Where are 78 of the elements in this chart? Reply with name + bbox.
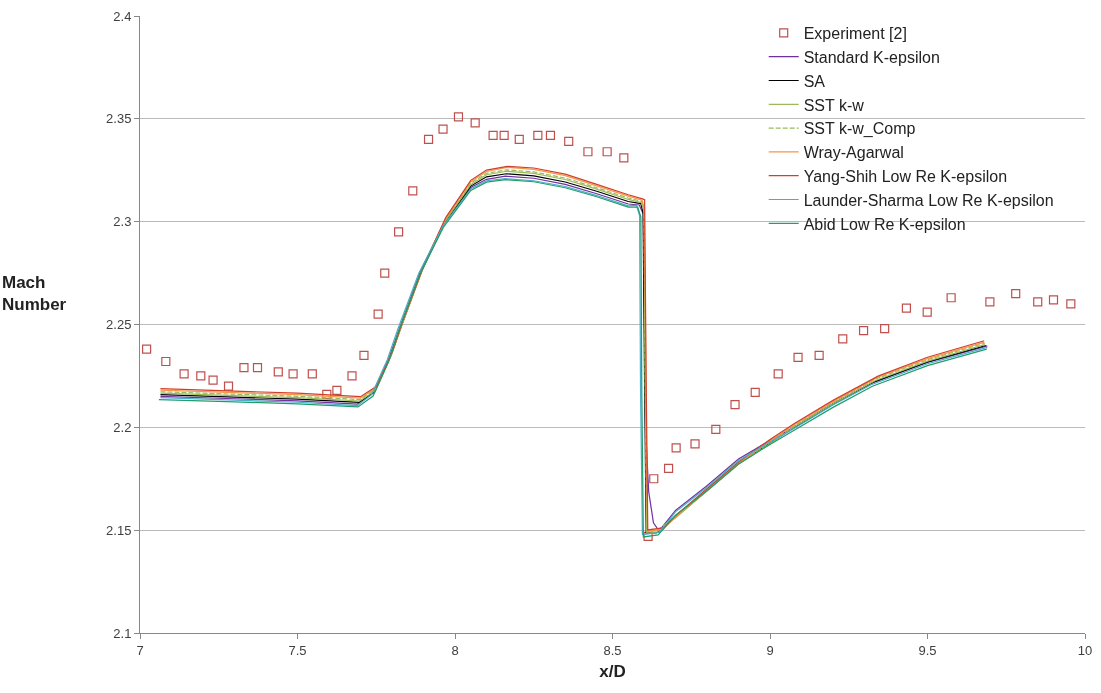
point xyxy=(1066,299,1076,309)
point xyxy=(564,136,574,147)
point xyxy=(239,363,249,373)
point xyxy=(750,387,760,397)
point xyxy=(142,344,152,354)
point xyxy=(838,334,848,344)
y-tick-label: 2.3 xyxy=(113,214,132,230)
point xyxy=(922,307,932,317)
point xyxy=(288,369,298,379)
point xyxy=(690,439,700,449)
x-tick-label: 7.5 xyxy=(288,642,307,658)
point xyxy=(223,381,234,391)
point xyxy=(499,130,509,140)
point xyxy=(252,363,263,373)
legend-label: SA xyxy=(803,72,826,90)
point xyxy=(545,130,556,140)
x-axis-title: x/D xyxy=(599,662,626,681)
point xyxy=(880,324,890,334)
legend-label: Wray-Agarwal xyxy=(803,144,904,162)
x-tick-label: 8.5 xyxy=(603,642,622,658)
point xyxy=(359,350,369,360)
y-tick-label: 2.15 xyxy=(106,522,132,538)
point xyxy=(533,130,543,140)
point xyxy=(1048,295,1059,305)
y-axis-title: Mach Number xyxy=(2,273,67,315)
legend-label: Launder-Sharma Low Re K-epsilon xyxy=(803,191,1054,209)
y-tick-label: 2.35 xyxy=(106,111,132,127)
point xyxy=(373,309,383,319)
y-tick-label: 2.1 xyxy=(113,625,132,641)
point xyxy=(583,147,593,157)
point xyxy=(514,134,524,144)
legend-label: Yang-Shih Low Re K-epsilon xyxy=(803,167,1008,185)
point xyxy=(470,118,480,128)
x-tick-label: 9 xyxy=(766,642,774,658)
point xyxy=(793,352,803,363)
point xyxy=(671,443,681,453)
point xyxy=(438,124,448,134)
point xyxy=(423,134,434,144)
point xyxy=(161,356,171,367)
point xyxy=(179,369,189,379)
point xyxy=(332,385,342,395)
point xyxy=(619,153,629,163)
x-tick-label: 10 xyxy=(1077,642,1093,658)
legend-label: Experiment [2] xyxy=(803,25,907,43)
point xyxy=(1033,297,1043,307)
legend-label: SST k-w_Comp xyxy=(803,120,916,139)
point xyxy=(711,424,721,434)
point xyxy=(946,293,956,303)
point xyxy=(901,303,911,313)
point xyxy=(1011,289,1021,299)
point xyxy=(394,227,404,237)
point xyxy=(773,369,783,379)
point xyxy=(488,130,498,140)
x-tick-label: 9.5 xyxy=(918,642,937,658)
point xyxy=(858,326,869,336)
point xyxy=(380,268,390,278)
point xyxy=(730,400,740,410)
point xyxy=(663,463,674,474)
point xyxy=(273,367,283,377)
y-tick-label: 2.25 xyxy=(106,317,132,333)
point xyxy=(307,369,317,379)
y-tick-label: 2.4 xyxy=(113,8,132,24)
point xyxy=(208,375,218,385)
point xyxy=(453,112,464,122)
point xyxy=(649,474,659,484)
point xyxy=(602,147,612,157)
point xyxy=(814,350,824,360)
x-tick-label: 7 xyxy=(136,642,144,658)
point xyxy=(643,531,653,541)
point xyxy=(408,186,418,196)
y-tick-label: 2.2 xyxy=(113,419,132,435)
x-tick-label: 8 xyxy=(451,642,459,658)
point xyxy=(347,371,357,381)
legend-label: SST k-w xyxy=(803,96,865,114)
legend-label: Abid Low Re K-epsilon xyxy=(803,215,966,233)
legend-label: Standard K-epsilon xyxy=(803,48,940,66)
point xyxy=(196,371,206,381)
point xyxy=(985,297,995,307)
